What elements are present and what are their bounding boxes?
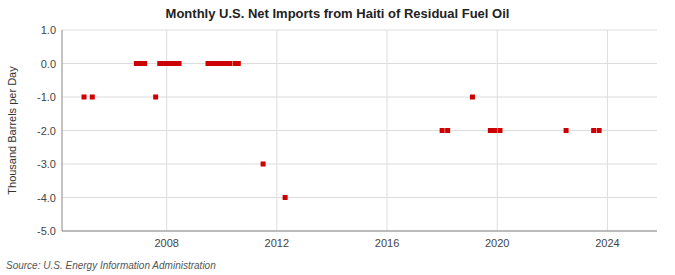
y-grid-line bbox=[62, 30, 657, 31]
points bbox=[82, 61, 602, 200]
y-tick-label: -3.0 bbox=[37, 158, 56, 170]
x-axis-line bbox=[62, 231, 657, 232]
y-tick-label: 1.0 bbox=[41, 24, 56, 36]
point bbox=[261, 162, 266, 167]
point bbox=[492, 128, 497, 133]
x-grid-line bbox=[276, 30, 277, 231]
y-tick-label: -5.0 bbox=[37, 225, 56, 237]
y-axis-line bbox=[62, 30, 63, 231]
x-tick-label: 2016 bbox=[375, 237, 399, 249]
x-tick-label: 2024 bbox=[595, 237, 619, 249]
point bbox=[236, 61, 241, 66]
point bbox=[177, 61, 182, 66]
point bbox=[90, 95, 95, 100]
y-grid-line bbox=[62, 164, 657, 165]
title: Monthly U.S. Net Imports from Haiti of R… bbox=[166, 6, 510, 21]
x-tick-label: 2012 bbox=[265, 237, 289, 249]
point bbox=[440, 128, 445, 133]
point bbox=[470, 95, 475, 100]
y-axis-label: Thousand Barrels per Day bbox=[6, 66, 18, 195]
point bbox=[142, 61, 147, 66]
y-grid-line bbox=[62, 63, 657, 64]
x-tick-label: 2020 bbox=[485, 237, 509, 249]
source-note: Source: U.S. Energy Information Administ… bbox=[6, 260, 216, 271]
point bbox=[497, 128, 502, 133]
y-tick-label: 0.0 bbox=[41, 58, 56, 70]
y-grid-line bbox=[62, 97, 657, 98]
point bbox=[228, 61, 233, 66]
x-grid-line bbox=[166, 30, 167, 231]
x-tick-label: 2008 bbox=[154, 237, 178, 249]
point bbox=[564, 128, 569, 133]
point bbox=[82, 95, 87, 100]
y-grid-line bbox=[62, 231, 657, 232]
y-tick-label: -2.0 bbox=[37, 125, 56, 137]
chart: Monthly U.S. Net Imports from Haiti of R… bbox=[0, 0, 675, 275]
x-grid-line bbox=[607, 30, 608, 231]
x-grid-line bbox=[387, 30, 388, 231]
point bbox=[591, 128, 596, 133]
y-tick-label: -4.0 bbox=[37, 192, 56, 204]
point bbox=[153, 95, 158, 100]
y-grid-line bbox=[62, 197, 657, 198]
point bbox=[597, 128, 602, 133]
y-tick-label: -1.0 bbox=[37, 91, 56, 103]
grid bbox=[62, 30, 657, 231]
point bbox=[283, 195, 288, 200]
point bbox=[445, 128, 450, 133]
